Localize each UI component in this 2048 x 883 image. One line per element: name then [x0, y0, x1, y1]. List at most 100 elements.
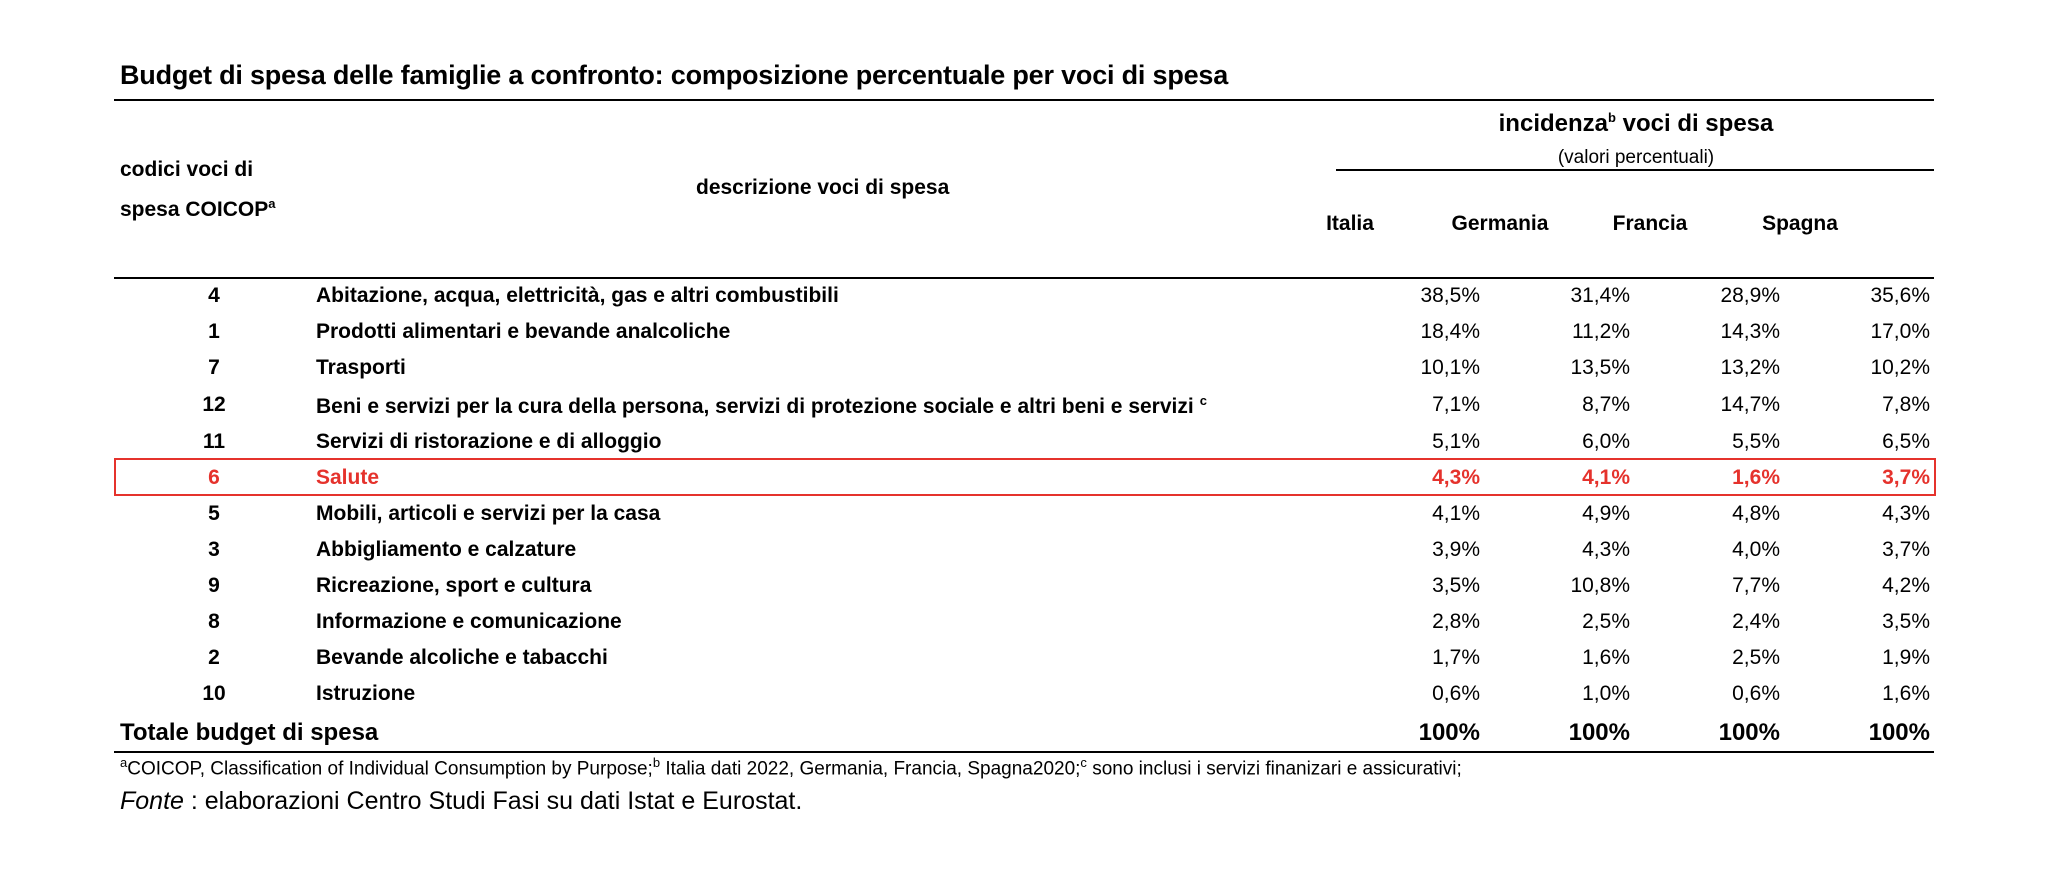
row-value: 2,8% — [1432, 610, 1480, 633]
row-code: 10 — [202, 682, 226, 705]
row-code: 2 — [208, 646, 220, 669]
row-code: 12 — [202, 393, 226, 416]
row-code: 4 — [208, 284, 220, 307]
row-value: 28,9% — [1720, 284, 1780, 307]
row-value: 4,3% — [1882, 502, 1930, 525]
row-value: 3,7% — [1882, 538, 1930, 561]
row-value: 2,4% — [1732, 610, 1780, 633]
row-description-text: Prodotti alimentari e bevande analcolich… — [316, 320, 731, 343]
total-value: 100% — [1568, 719, 1630, 746]
header-rule — [114, 277, 1934, 279]
row-value: 38,5% — [1420, 284, 1480, 307]
row-value: 2,5% — [1582, 610, 1630, 633]
row-code: 11 — [202, 430, 226, 453]
row-value: 1,6% — [1582, 646, 1630, 669]
row-description-text: Beni e servizi per la cura della persona… — [316, 395, 1194, 418]
row-value: 3,5% — [1432, 574, 1480, 597]
row-description: Abbigliamento e calzature — [316, 538, 576, 562]
table-row: 3 Abbigliamento e calzature 3,9% 4,3% 4,0% 3,… — [114, 534, 1934, 570]
row-value: 13,5% — [1570, 356, 1630, 379]
row-value: 14,3% — [1720, 320, 1780, 343]
row-value: 17,0% — [1870, 320, 1930, 343]
row-value: 4,1% — [1432, 502, 1480, 525]
row-value: 4,0% — [1732, 538, 1780, 561]
table-row: 2 Bevande alcoliche e tabacchi 1,7% 1,6% 2,5… — [114, 642, 1934, 678]
row-value: 5,5% — [1732, 430, 1780, 453]
table-row: 9 Ricreazione, sport e cultura 3,5% 10,8% 7,… — [114, 570, 1934, 606]
row-value: 10,2% — [1870, 356, 1930, 379]
row-code: 7 — [208, 356, 220, 379]
row-value: 3,5% — [1882, 610, 1930, 633]
title-rule — [114, 99, 1934, 101]
row-value: 1,0% — [1582, 682, 1630, 705]
row-description: Istruzione — [316, 682, 415, 706]
row-description-text: Servizi di ristorazione e di alloggio — [316, 430, 662, 453]
row-description: Salute — [316, 466, 379, 490]
incidence-subheader: (valori percentuali) — [1557, 147, 1715, 168]
row-value: 1,6% — [1882, 682, 1930, 705]
incidence-rule — [1336, 169, 1934, 171]
row-value: 35,6% — [1870, 284, 1930, 307]
row-code: 6 — [208, 466, 220, 489]
table-row: 1 Prodotti alimentari e bevande analcolic… — [114, 316, 1934, 352]
row-description-text: Bevande alcoliche e tabacchi — [316, 646, 608, 669]
highlight-box — [114, 458, 1936, 496]
row-description-text: Abbigliamento e calzature — [316, 538, 577, 561]
row-description-text: Informazione e comunicazione — [316, 610, 622, 633]
table-row: 12 Beni e servizi per la cura della perso… — [114, 389, 1934, 425]
row-code: 9 — [208, 574, 220, 597]
row-value: 8,7% — [1582, 393, 1630, 416]
country-header: Spagna — [1762, 212, 1838, 235]
row-value: 1,7% — [1432, 646, 1480, 669]
row-value: 2,5% — [1732, 646, 1780, 669]
row-description-text: Trasporti — [316, 356, 406, 379]
row-footnote-mark: c — [1199, 393, 1207, 408]
incidence-header: incidenzab voci di spesa — [1498, 110, 1774, 137]
row-value: 7,8% — [1882, 393, 1930, 416]
table-row: 4 Abitazione, acqua, elettricità, gas e a… — [114, 280, 1934, 316]
row-value: 0,6% — [1732, 682, 1780, 705]
total-value: 100% — [1418, 719, 1480, 746]
total-value: 100% — [1718, 719, 1780, 746]
row-value: 1,6% — [1732, 466, 1780, 489]
row-description: Trasporti — [316, 356, 406, 380]
row-value: 10,1% — [1420, 356, 1480, 379]
country-header: Germania — [1451, 212, 1549, 235]
row-description: Prodotti alimentari e bevande analcolich… — [316, 320, 730, 344]
description-header: descrizione voci di spesa — [696, 176, 950, 199]
row-value: 14,7% — [1720, 393, 1780, 416]
table-row: 10 Istruzione 0,6% 1,0% 0,6% 1,6% — [114, 678, 1934, 714]
country-header: Italia — [1326, 212, 1374, 235]
row-description: Ricreazione, sport e cultura — [316, 574, 591, 598]
row-description-text: Abitazione, acqua, elettricità, gas e al… — [316, 284, 839, 307]
row-value: 18,4% — [1420, 320, 1480, 343]
row-code: 8 — [208, 610, 220, 633]
row-value: 4,3% — [1582, 538, 1630, 561]
row-code: 1 — [208, 320, 220, 343]
row-value: 10,8% — [1570, 574, 1630, 597]
country-header: Francia — [1612, 212, 1688, 235]
row-value: 11,2% — [1572, 320, 1630, 343]
row-value: 4,1% — [1582, 466, 1630, 489]
total-label: Totale budget di spesa — [120, 719, 379, 746]
row-description: Informazione e comunicazione — [316, 610, 622, 634]
row-value: 4,8% — [1732, 502, 1780, 525]
row-value: 31,4% — [1570, 284, 1630, 307]
row-value: 13,2% — [1720, 356, 1780, 379]
row-description: Mobili, articoli e servizi per la casa — [316, 502, 660, 526]
row-description: Bevande alcoliche e tabacchi — [316, 646, 608, 670]
row-description: Servizi di ristorazione e di alloggio — [316, 430, 661, 454]
table-row: 7 Trasporti 10,1% 13,5% 13,2% 10,2% — [114, 352, 1934, 388]
row-value: 3,7% — [1882, 466, 1930, 489]
table-title: Budget di spesa delle famiglie a confron… — [120, 60, 1229, 90]
row-value: 7,1% — [1432, 393, 1480, 416]
row-value: 4,2% — [1882, 574, 1930, 597]
row-code: 5 — [208, 502, 220, 525]
row-code: 3 — [208, 538, 220, 561]
row-value: 4,9% — [1582, 502, 1630, 525]
row-value: 6,0% — [1582, 430, 1630, 453]
row-value: 1,9% — [1882, 646, 1930, 669]
footnote: aCOICOP, Classification of Individual Co… — [120, 755, 1462, 780]
table-row: 5 Mobili, articoli e servizi per la casa 4… — [114, 498, 1934, 534]
row-value: 6,5% — [1882, 430, 1930, 453]
